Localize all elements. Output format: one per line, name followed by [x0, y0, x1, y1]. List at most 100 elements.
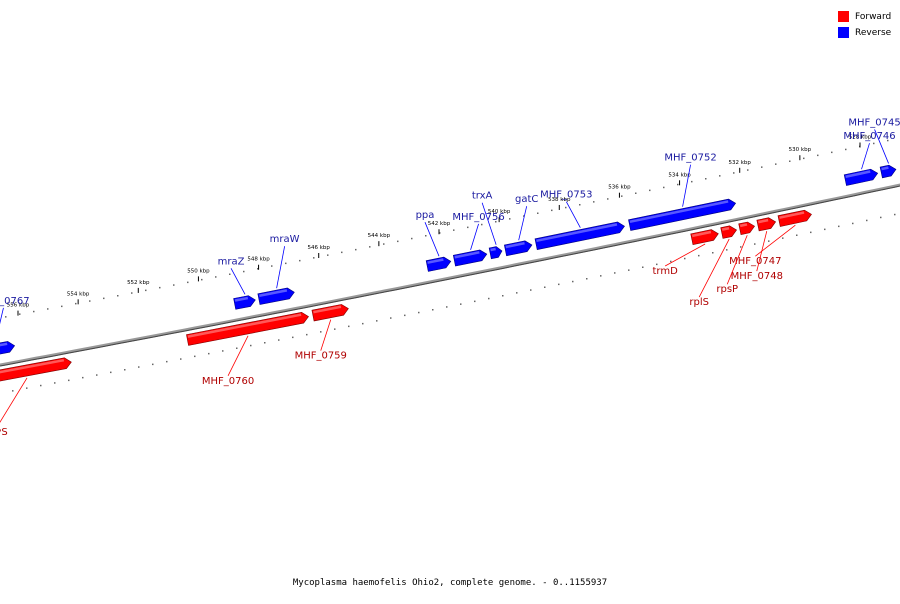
gene-label: MHF_0760 — [202, 376, 254, 387]
gene-label-leader — [698, 238, 730, 298]
ruler-dot — [404, 314, 406, 317]
legend-reverse: Reverse — [838, 25, 900, 40]
gene-highlight — [881, 166, 889, 171]
ruler-dot — [628, 269, 630, 271]
backbone-line — [0, 183, 900, 367]
strand-legend: Forward Reverse — [838, 9, 900, 41]
gene-label-leader — [756, 231, 768, 272]
ruler-dot — [166, 360, 168, 363]
ruler-dot — [292, 336, 294, 339]
gene-label: MHF_0745 — [848, 117, 900, 128]
scale-tick-label: 542 kbp — [428, 221, 451, 227]
ruler-dot — [250, 344, 252, 347]
ruler-dot — [369, 246, 371, 248]
ruler-dot — [873, 142, 875, 145]
gene-mhf_0746 — [843, 168, 879, 186]
ruler-dot — [285, 262, 287, 265]
gene-mhf_0759 — [311, 304, 349, 322]
ruler-dot — [691, 180, 693, 183]
gene-rpls — [720, 225, 737, 239]
gene-glys — [0, 357, 72, 385]
ruler-dot — [278, 339, 280, 341]
ruler-dot — [831, 151, 833, 154]
ruler-dot — [894, 213, 896, 216]
gene-mhf_0753 — [534, 221, 625, 250]
ruler-dot — [509, 218, 511, 220]
ruler-dot — [502, 295, 504, 297]
ruler-dot — [362, 322, 364, 325]
scale-tick-label: 552 kbp — [127, 280, 150, 286]
ruler-dot — [236, 347, 238, 349]
ruler-dot — [215, 276, 217, 278]
ruler-dot — [516, 292, 518, 294]
ruler-dot — [397, 240, 399, 243]
legend-forward-label: Forward — [855, 11, 892, 22]
ruler-dot — [243, 270, 245, 273]
gene-mhf_0745 — [879, 164, 897, 179]
gene-highlight — [234, 296, 249, 302]
ruler-dot — [152, 363, 154, 366]
ruler-dot — [614, 272, 616, 274]
gene-highlight — [313, 305, 342, 314]
ruler-dot — [621, 195, 623, 197]
ruler-dot — [747, 169, 749, 171]
ruler-dot — [705, 178, 707, 180]
scale-tick-label: 546 kbp — [308, 245, 331, 251]
ruler-dot — [530, 289, 532, 291]
ruler-dot — [89, 300, 91, 302]
ruler-dot — [460, 303, 462, 305]
gene-mraz — [233, 295, 256, 310]
gene-label: rplS — [689, 297, 709, 308]
gene-highlight — [187, 313, 302, 338]
gene-mraw — [257, 287, 295, 305]
ruler-dot — [803, 157, 805, 160]
ruler-dot — [187, 281, 189, 284]
gene-mhf_0756 — [452, 249, 488, 267]
ruler-dot — [649, 189, 651, 192]
ruler-dot — [537, 212, 539, 214]
ruler-dot — [586, 278, 588, 280]
scale-tick-label: 544 kbp — [368, 233, 391, 239]
ruler-dot — [607, 198, 609, 200]
backbone-shadow — [0, 185, 900, 367]
ruler-dot — [474, 300, 476, 303]
ruler-dot — [467, 226, 469, 229]
scale-tick-label: 550 kbp — [187, 268, 210, 274]
ruler-dot — [558, 283, 560, 286]
ruler-dot — [145, 289, 147, 292]
ruler-dot — [26, 387, 28, 389]
gene-label-leader — [424, 222, 440, 257]
ruler-dot — [768, 240, 770, 242]
gene-highlight — [454, 251, 480, 259]
scale-tick-label: 554 kbp — [67, 291, 90, 297]
ruler-dot — [96, 374, 98, 376]
scale-tick-label: 536 kbp — [608, 185, 631, 191]
gene-label: MHF_0747 — [729, 256, 781, 267]
ruler-dot — [376, 320, 378, 322]
gene-mhf_0748 — [756, 217, 777, 232]
ruler-dot — [572, 280, 574, 283]
ruler-dot — [5, 316, 7, 318]
ruler-dot — [33, 310, 35, 313]
ruler-dot — [845, 148, 847, 151]
ruler-dot — [880, 216, 882, 219]
scale-tick-label: 540 kbp — [488, 209, 511, 215]
ruler-dot — [712, 252, 714, 254]
ruler-dot — [642, 266, 644, 268]
gene-label-leader — [874, 129, 889, 164]
ruler-dot — [222, 350, 224, 352]
ruler-dot — [852, 222, 854, 225]
ruler-dot — [698, 254, 700, 257]
gene-highlight — [490, 247, 496, 252]
gene-label: MHF_0759 — [295, 351, 347, 362]
ruler-dot — [208, 352, 210, 355]
ruler-dot — [446, 306, 448, 308]
ruler-dot — [173, 284, 175, 286]
legend-forward: Forward — [838, 9, 900, 24]
ruler-dot — [600, 275, 602, 277]
gene-highlight — [845, 170, 871, 178]
gene-highlight — [427, 258, 444, 264]
ruler-dot — [47, 308, 49, 310]
gene-highlight — [536, 223, 618, 243]
gene-highlight — [0, 358, 65, 377]
